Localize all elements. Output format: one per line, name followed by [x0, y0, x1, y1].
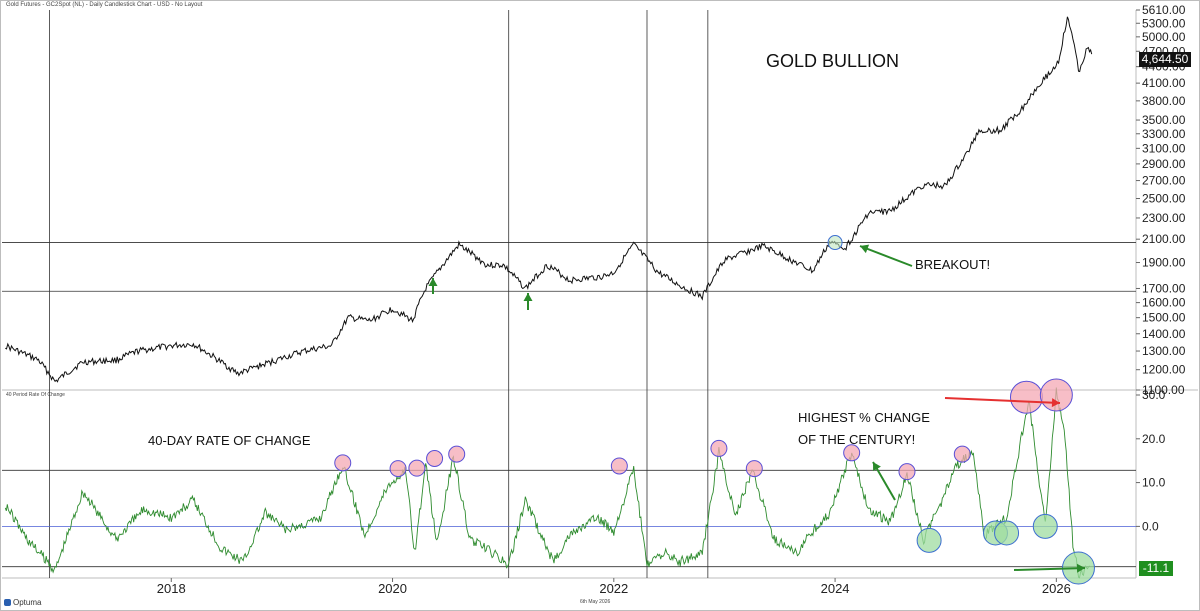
- roc-peak-circle: [953, 445, 971, 463]
- roc-peak-circle: [1009, 380, 1043, 414]
- roc-panel-header: 40 Period Rate Of Change: [6, 392, 65, 398]
- roc-tick-label: 20.0: [1142, 432, 1166, 446]
- roc-trough-circle: [916, 527, 942, 553]
- highest-change-line1: HIGHEST % CHANGE: [798, 410, 930, 425]
- roc-peak-circle: [408, 459, 426, 477]
- roc-2024-arrow: [872, 461, 896, 501]
- roc-peak-circle: [448, 445, 466, 463]
- roc-trough-circle: [994, 520, 1020, 546]
- gold-price-line: [5, 16, 1093, 383]
- price-tick-label: 1400.00: [1142, 327, 1186, 341]
- price-tick-label: 5000.00: [1142, 30, 1186, 44]
- roc-low-arrow-head: [1076, 563, 1085, 573]
- gold-title: GOLD BULLION: [766, 51, 900, 71]
- highest-change-arrow: [944, 397, 1061, 408]
- roc-tick-label: 30.0: [1142, 388, 1166, 402]
- price-tick-label: 4100.00: [1142, 76, 1186, 90]
- roc-layer: [4, 387, 1090, 579]
- price-tick-label: 3500.00: [1142, 113, 1186, 127]
- roc-peak-circle: [745, 460, 763, 478]
- roc-peak-circle: [610, 457, 628, 475]
- roc-low-arrow-shaft: [1013, 567, 1086, 571]
- roc-peak-circle: [898, 463, 916, 481]
- support-arrow-2020-head: [428, 278, 438, 286]
- breakout-arrow-head: [860, 244, 870, 254]
- price-layer: [5, 16, 1093, 383]
- footer-date: 6th May 2026: [580, 599, 611, 605]
- roc-line: [4, 387, 1090, 579]
- price-tick-label: 2700.00: [1142, 174, 1186, 188]
- price-tick-label: 1100.00: [1142, 383, 1185, 397]
- x-tick-label: 2026: [1042, 581, 1071, 596]
- price-tick-label: 1200.00: [1142, 363, 1186, 377]
- price-tick-label: 3800.00: [1142, 94, 1186, 108]
- roc-peak-circle: [334, 454, 352, 472]
- price-tick-label: 1300.00: [1142, 344, 1186, 358]
- roc-peak-circle: [389, 460, 407, 478]
- price-tick-label: 1900.00: [1142, 256, 1186, 270]
- price-tick-label: 2300.00: [1142, 211, 1186, 225]
- x-tick-label: 2020: [378, 581, 407, 596]
- roc-title: 40-DAY RATE OF CHANGE: [148, 433, 311, 448]
- axes-layer: 5610.005300.005000.004700.004400.004100.…: [157, 3, 1186, 596]
- last-roc-tag: -11.1: [1139, 561, 1173, 576]
- roc-peak-circle: [426, 450, 444, 468]
- support-arrow-2020: [428, 278, 438, 294]
- annotation-marks: [334, 235, 1095, 585]
- chart-header: Gold Futures - GC2Spot (NL) - Daily Cand…: [6, 2, 203, 8]
- price-tick-label: 2500.00: [1142, 192, 1186, 206]
- x-tick-label: 2018: [157, 581, 186, 596]
- support-arrow-2021-head: [523, 293, 533, 301]
- price-tick-label: 3300.00: [1142, 127, 1186, 141]
- x-tick-label: 2022: [599, 581, 628, 596]
- optuma-mark-icon: [4, 599, 11, 606]
- breakout-label: BREAKOUT!: [915, 257, 991, 272]
- roc-low-arrow: [1013, 563, 1086, 573]
- roc-trough-circle: [1032, 513, 1058, 539]
- breakout-circle: [827, 235, 843, 251]
- breakout-arrow-shaft: [859, 245, 913, 267]
- last-price-tag: 4,644.50: [1139, 52, 1191, 67]
- price-tick-label: 5610.00: [1142, 3, 1186, 17]
- price-tick-label: 1500.00: [1142, 311, 1186, 325]
- roc-tick-label: 0.0: [1142, 519, 1159, 533]
- x-tick-label: 2024: [821, 581, 850, 596]
- optuma-logo-text: Optuma: [13, 598, 42, 607]
- roc-peak-circle: [843, 444, 861, 462]
- highest-change-arrow-shaft: [944, 397, 1061, 404]
- optuma-logo: Optuma: [4, 598, 41, 607]
- roc-peak-circle: [1039, 378, 1073, 412]
- grid-layer: [2, 10, 1198, 579]
- roc-tick-label: 10.0: [1142, 476, 1166, 490]
- support-arrow-2021: [523, 293, 533, 310]
- price-tick-label: 1700.00: [1142, 281, 1186, 295]
- highest-change-arrow-head: [1051, 398, 1060, 408]
- price-tick-label: 5300.00: [1142, 16, 1186, 30]
- price-tick-label: 2100.00: [1142, 232, 1186, 246]
- roc-peak-circle: [710, 439, 728, 457]
- price-tick-label: 2900.00: [1142, 157, 1186, 171]
- highest-change-line2: OF THE CENTURY!: [798, 432, 916, 447]
- price-tick-label: 1600.00: [1142, 296, 1186, 310]
- highest-change-label: HIGHEST % CHANGE OF THE CENTURY!: [798, 407, 930, 451]
- roc-2024-arrow-head: [873, 462, 881, 472]
- breakout-arrow: [859, 244, 913, 267]
- price-tick-label: 3100.00: [1142, 141, 1186, 155]
